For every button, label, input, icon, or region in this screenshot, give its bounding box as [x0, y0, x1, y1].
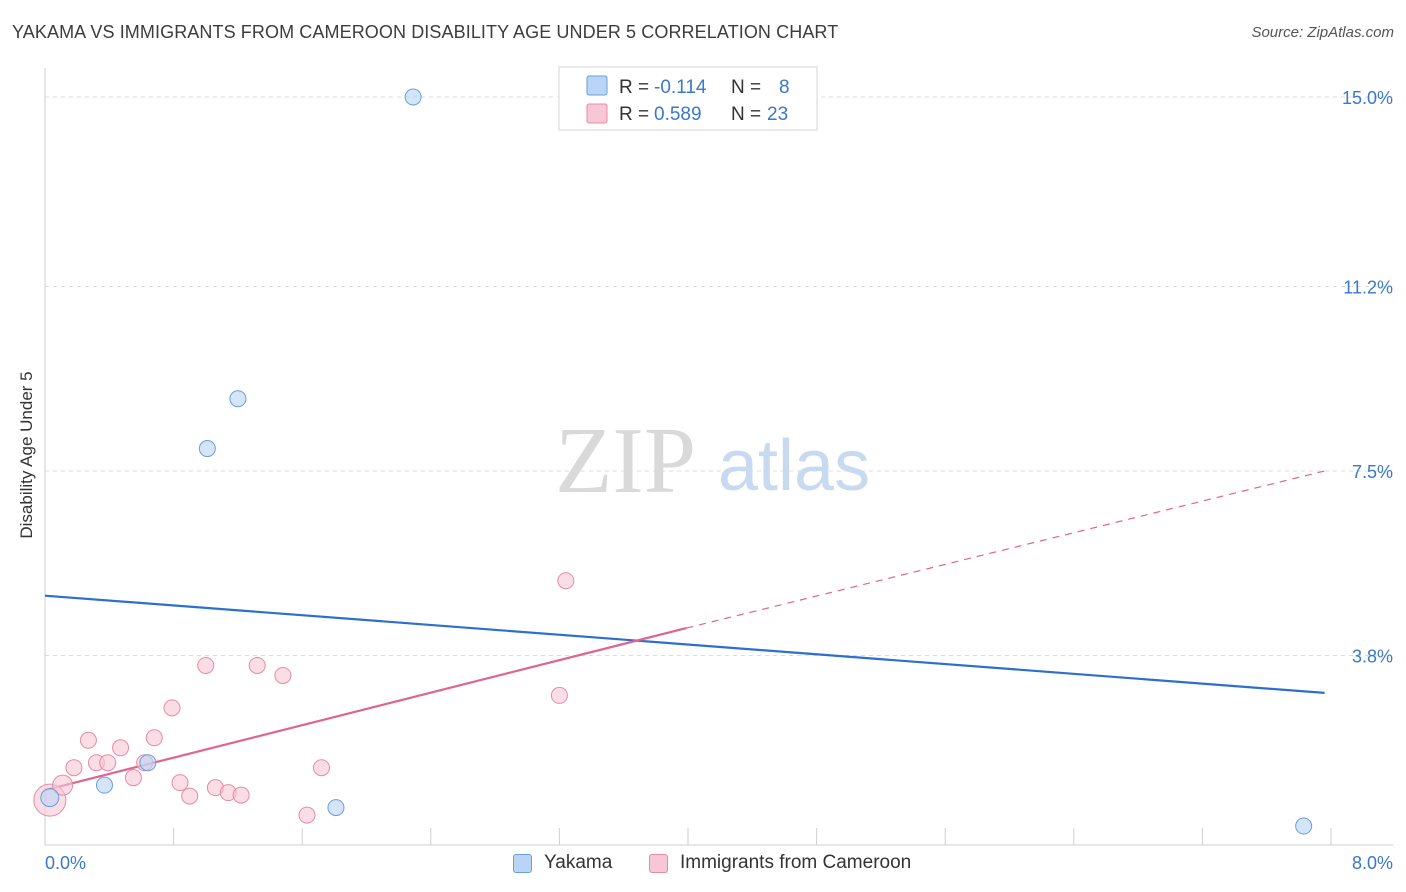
- legend-pink-n-label: N =: [731, 104, 766, 125]
- legend-blue-r-value: -0.114: [654, 77, 707, 98]
- data-point-pink: [171, 774, 189, 792]
- x-tick-label: 8.0%: [1352, 853, 1393, 873]
- watermark: ZIP atlas: [555, 409, 870, 513]
- data-point-pink: [52, 774, 74, 796]
- data-point-pink: [557, 572, 575, 590]
- legend-blue-swatch: [586, 75, 608, 96]
- legend-pink-swatch: [586, 103, 608, 124]
- y-tick-label: 15.0%: [1342, 88, 1393, 108]
- data-point-pink: [145, 729, 163, 747]
- yakama-swatch: [513, 853, 532, 873]
- data-points: [33, 88, 1313, 835]
- data-point-pink: [197, 656, 215, 674]
- data-point-pink: [112, 739, 130, 757]
- data-point-blue: [40, 788, 60, 808]
- cameroon-swatch: [649, 853, 668, 873]
- data-point-pink: [550, 686, 568, 704]
- trend-extension-pink: [686, 470, 1325, 629]
- series-legend: Yakama Immigrants from Cameroon: [0, 852, 1406, 878]
- y-tick-label: 7.5%: [1352, 462, 1393, 482]
- x-tick-label: 0.0%: [45, 853, 86, 873]
- legend-item-yakama[interactable]: Yakama: [513, 852, 612, 874]
- y-tick-label: 11.2%: [1343, 277, 1393, 297]
- legend-label-cameroon: Immigrants from Cameroon: [680, 852, 912, 873]
- data-point-pink: [298, 806, 316, 824]
- grid-lines: [45, 96, 1391, 657]
- data-point-blue: [95, 776, 113, 794]
- data-point-pink: [232, 786, 250, 804]
- trend-line-blue: [44, 594, 1325, 695]
- legend-label-yakama: Yakama: [544, 852, 613, 873]
- data-point-blue: [139, 754, 157, 772]
- data-point-blue: [198, 440, 216, 458]
- legend-pink-r-value: 0.589: [654, 104, 702, 125]
- data-point-pink: [274, 666, 292, 684]
- x-tick-labels: 0.0% 8.0%: [45, 853, 1393, 873]
- trend-lines: [44, 470, 1325, 792]
- data-point-blue: [404, 88, 422, 106]
- data-point-pink: [248, 656, 266, 674]
- data-point-blue: [327, 799, 345, 817]
- legend-blue-n-value: 8: [779, 77, 790, 98]
- data-point-pink: [181, 787, 199, 805]
- legend-pink-r-label: R =: [619, 104, 654, 125]
- y-tick-label: 3.8%: [1352, 647, 1393, 667]
- source-label: Source: ZipAtlas.com: [1251, 24, 1394, 41]
- legend-blue-r-label: R =: [619, 77, 654, 98]
- chart-title: YAKAMA VS IMMIGRANTS FROM CAMEROON DISAB…: [12, 22, 839, 42]
- legend-blue-n-label: N =: [731, 77, 766, 98]
- legend-item-cameroon[interactable]: Immigrants from Cameroon: [649, 852, 911, 874]
- data-point-pink: [163, 699, 181, 717]
- data-point-pink: [79, 731, 97, 749]
- data-point-pink: [65, 759, 83, 777]
- correlation-legend: R = -0.114 N = 8 R = 0.589 N = 23: [558, 66, 818, 131]
- data-point-pink: [124, 769, 142, 787]
- data-point-pink: [99, 754, 117, 772]
- data-point-blue: [229, 390, 247, 408]
- watermark-atlas: atlas: [718, 426, 870, 506]
- data-point-pink: [312, 759, 330, 777]
- y-tick-labels: 3.8% 7.5% 11.2% 15.0%: [1342, 88, 1393, 667]
- watermark-zip: ZIP: [555, 409, 696, 513]
- legend-pink-n-value: 23: [767, 104, 788, 125]
- axes: [44, 68, 1393, 846]
- data-point-blue: [1295, 817, 1313, 835]
